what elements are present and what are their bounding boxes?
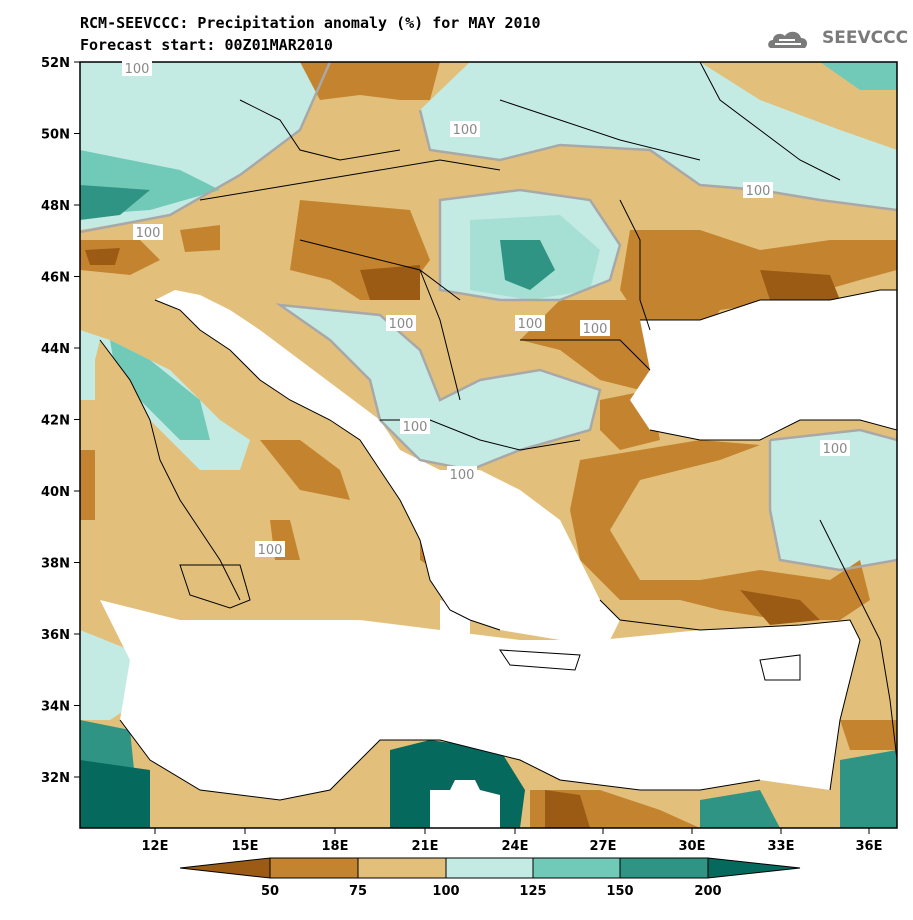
svg-text:100: 100 (258, 543, 283, 558)
lon-tick-label: 15E (232, 839, 259, 854)
svg-text:100: 100 (389, 317, 414, 332)
lon-tick-label: 24E (502, 839, 529, 854)
contour-label: 100 (255, 541, 285, 558)
contour-label: 100 (515, 315, 545, 332)
svg-text:100: 100 (136, 226, 161, 241)
colorbar-swatch (532, 857, 621, 879)
lat-tick-label: 38N (41, 557, 70, 572)
lat-tick-label: 52N (41, 56, 70, 71)
colorbar-swatch (445, 857, 534, 879)
svg-text:100: 100 (746, 184, 771, 199)
svg-text:100: 100 (403, 420, 428, 435)
lon-tick-label: 18E (322, 839, 349, 854)
colorbar-swatch (179, 857, 271, 879)
lat-tick-label: 34N (41, 700, 70, 715)
lon-tick-label: 12E (142, 839, 169, 854)
logo-text: SEEVCCC (822, 28, 909, 48)
colorbar: 50 75 100 125 150 200 (179, 857, 801, 899)
lon-tick-label: 33E (768, 839, 795, 854)
contour-label: 100 (400, 418, 430, 435)
contour-label: 100 (386, 315, 416, 332)
lat-tick-label: 48N (41, 199, 70, 214)
contour-label: 100 (447, 466, 477, 483)
colorbar-tick-label: 75 (349, 884, 367, 899)
lat-tick-label: 44N (41, 342, 70, 357)
svg-text:100: 100 (823, 442, 848, 457)
colorbar-tick-label: 100 (432, 884, 459, 899)
contour-label: 100 (122, 60, 152, 77)
map-field (80, 62, 897, 828)
contour-labels: 100 100 100 100 100 100 100 100 100 100 100 (122, 60, 850, 558)
map-title: RCM-SEEVCCC: Precipitation anomaly (%) f… (80, 14, 541, 32)
lat-tick-label: 46N (41, 271, 70, 286)
colorbar-tick-label: 125 (519, 884, 546, 899)
contour-label: 100 (820, 440, 850, 457)
latitude-axis: 52N 50N 48N 46N 44N 42N 40N 38N 36N 34N 32N (41, 56, 80, 786)
lat-tick-label: 32N (41, 771, 70, 786)
contour-label: 100 (743, 182, 773, 199)
forecast-start-label: Forecast start: 00Z01MAR2010 (80, 36, 333, 54)
lon-tick-label: 21E (412, 839, 439, 854)
contour-label: 100 (580, 320, 610, 337)
colorbar-tick-label: 150 (606, 884, 633, 899)
svg-text:100: 100 (450, 468, 475, 483)
contour-label: 100 (133, 224, 163, 241)
colorbar-tick-label: 200 (694, 884, 721, 899)
lat-tick-label: 36N (41, 628, 70, 643)
lat-tick-label: 50N (41, 128, 70, 143)
colorbar-swatch (357, 857, 447, 879)
colorbar-tick-label: 50 (261, 884, 279, 899)
lon-tick-label: 36E (856, 839, 883, 854)
lat-tick-label: 42N (41, 414, 70, 429)
svg-text:100: 100 (125, 62, 150, 77)
colorbar-swatch (269, 857, 359, 879)
colorbar-swatch (707, 857, 801, 879)
svg-text:100: 100 (453, 123, 478, 138)
lon-tick-label: 30E (679, 839, 706, 854)
contour-label: 100 (450, 121, 480, 138)
lon-tick-label: 27E (590, 839, 617, 854)
longitude-axis: 12E 15E 18E 21E 24E 27E 30E 33E 36E (142, 828, 883, 854)
cloud-icon (768, 31, 808, 48)
colorbar-swatch (619, 857, 709, 879)
svg-text:100: 100 (583, 322, 608, 337)
svg-text:100: 100 (518, 317, 543, 332)
lat-tick-label: 40N (41, 485, 70, 500)
